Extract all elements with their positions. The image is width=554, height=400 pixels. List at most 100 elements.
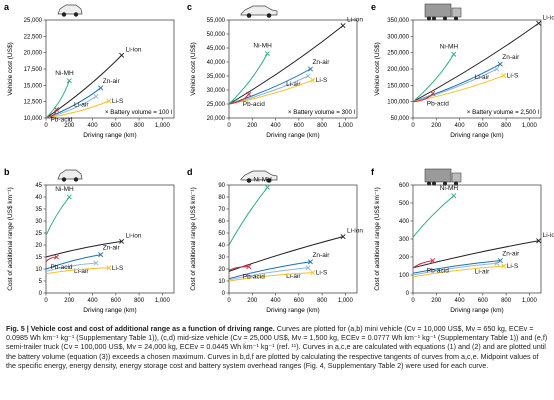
series-line-ni-mh [45, 80, 70, 119]
series-end-marker [53, 106, 59, 113]
x-tick-label: 800 [317, 123, 328, 129]
x-tick-label: 0 [411, 123, 415, 129]
series-line-li-ion [45, 240, 122, 258]
y-tick-label: 30,000 [207, 88, 226, 94]
y-tick-label: 45,000 [207, 46, 226, 52]
y-tick-label: 30 [35, 219, 42, 225]
truck-icon [424, 168, 462, 186]
x-tick-label: 600 [478, 123, 489, 129]
y-tick-label: 60 [218, 219, 225, 225]
truck-wheel [427, 181, 431, 186]
y-tick-label: 25,000 [24, 18, 43, 24]
series-end-marker [536, 20, 542, 26]
y-tick-label: 500 [399, 201, 410, 207]
y-axis-label: Vehicle cost (US$) [190, 42, 197, 95]
chart-panel-e: e 0 200 400 600 800 1,000 50,000 100,000 150,000 2… [371, 2, 554, 139]
series-line-pb-acid [412, 260, 433, 269]
series-end-marker [494, 260, 500, 266]
y-axis-label: Cost of additional range (US$ km⁻¹) [7, 187, 14, 291]
series-end-marker [501, 73, 507, 79]
x-tick-label: 200 [64, 298, 75, 304]
series-label-ni-mh: Ni-MH [440, 185, 459, 192]
truck-wheel [454, 181, 458, 186]
y-tick-label: 50,000 [207, 32, 226, 38]
y-tick-label: 25 [35, 231, 42, 237]
y-tick-label: 45 [35, 183, 42, 189]
y-tick-label: 0 [39, 291, 43, 297]
car-icon [57, 169, 83, 182]
y-tick-label: 35 [35, 207, 42, 213]
series-label-li-s: Li-S [316, 270, 328, 277]
series-label-zn-air: Zn-air [312, 252, 330, 259]
car-wheel [73, 12, 79, 17]
truck-wheel [432, 16, 436, 21]
y-tick-label: 100 [399, 273, 410, 279]
y-tick-label: 55,000 [207, 18, 226, 24]
y-tick-label: 15,000 [24, 83, 43, 89]
series-end-marker [340, 23, 346, 29]
series-label-li-s: Li-S [507, 73, 519, 80]
series-label-li-air: Li-air [74, 268, 89, 275]
y-tick-label: 20,000 [207, 116, 226, 122]
panel-letter: e [371, 2, 376, 12]
x-axis-label: Driving range (km) [450, 132, 503, 139]
series-label-ni-mh: Ni-MH [55, 70, 74, 77]
series-label-zn-air: Zn-air [502, 251, 520, 258]
y-tick-label: 10 [218, 279, 225, 285]
series-label-li-ion: Li-ion [543, 14, 554, 21]
series-label-pb-acid: Pb-acid [243, 101, 265, 108]
y-tick-label: 50,000 [391, 116, 410, 122]
car-wheel [73, 177, 79, 182]
y-tick-label: 20 [218, 267, 225, 273]
series-end-marker [264, 184, 270, 190]
x-tick-label: 1,000 [338, 298, 354, 304]
x-tick-label: 600 [294, 298, 305, 304]
series-end-marker [310, 270, 316, 276]
y-tick-label: 30 [218, 255, 225, 261]
y-tick-label: 10,000 [24, 116, 43, 122]
chart-panel-c: c 0 200 400 600 800 1,000 20,000 25,000 30,000 35,… [187, 2, 363, 139]
x-tick-label: 200 [431, 298, 442, 304]
series-end-marker [497, 258, 503, 264]
x-tick-label: 0 [44, 298, 48, 304]
x-tick-label: 800 [501, 298, 512, 304]
plot-frame [45, 184, 175, 294]
series-end-marker [119, 52, 125, 58]
x-tick-label: 600 [294, 123, 305, 129]
series-label-zn-air: Zn-air [502, 54, 520, 61]
series-label-ni-mh: Ni-MH [253, 43, 272, 50]
x-tick-label: 200 [247, 298, 258, 304]
series-line-li-s [228, 272, 313, 282]
x-tick-label: 0 [227, 298, 231, 304]
x-tick-label: 200 [64, 123, 75, 129]
x-axis-label: Driving range (km) [83, 132, 136, 139]
x-tick-label: 1,000 [338, 123, 354, 129]
y-tick-label: 100,000 [387, 100, 409, 106]
series-label-zn-air: Zn-air [103, 78, 121, 85]
series-label-li-air: Li-air [286, 81, 301, 88]
series-label-li-s: Li-S [112, 265, 124, 272]
y-tick-label: 15 [35, 255, 42, 261]
x-tick-label: 200 [431, 123, 442, 129]
y-tick-label: 600 [399, 183, 410, 189]
chart-panel-a: a 0 200 400 600 800 1,000 10,000 12,500 15,000 17,… [4, 2, 175, 139]
series-end-marker [497, 61, 503, 67]
caption-figure-label: Fig. 5 | Vehicle cost and cost of additi… [6, 324, 275, 333]
series-end-marker [93, 93, 99, 99]
series-line-zn-air [45, 87, 101, 119]
series-line-pb-acid [228, 266, 249, 271]
y-tick-label: 17,500 [24, 67, 43, 73]
series-line-li-ion [45, 54, 122, 119]
sedan-wheel [266, 13, 272, 18]
series-end-marker [501, 263, 507, 269]
series-end-marker [305, 73, 311, 79]
series-line-li-ion [412, 240, 539, 269]
series-end-marker [98, 252, 104, 258]
series-label-pb-acid: Pb-acid [50, 264, 72, 271]
x-tick-label: 400 [271, 298, 282, 304]
series-line-zn-air [45, 254, 101, 270]
series-end-marker [106, 98, 112, 104]
truck-cab [451, 7, 462, 18]
series-end-marker [246, 91, 252, 97]
